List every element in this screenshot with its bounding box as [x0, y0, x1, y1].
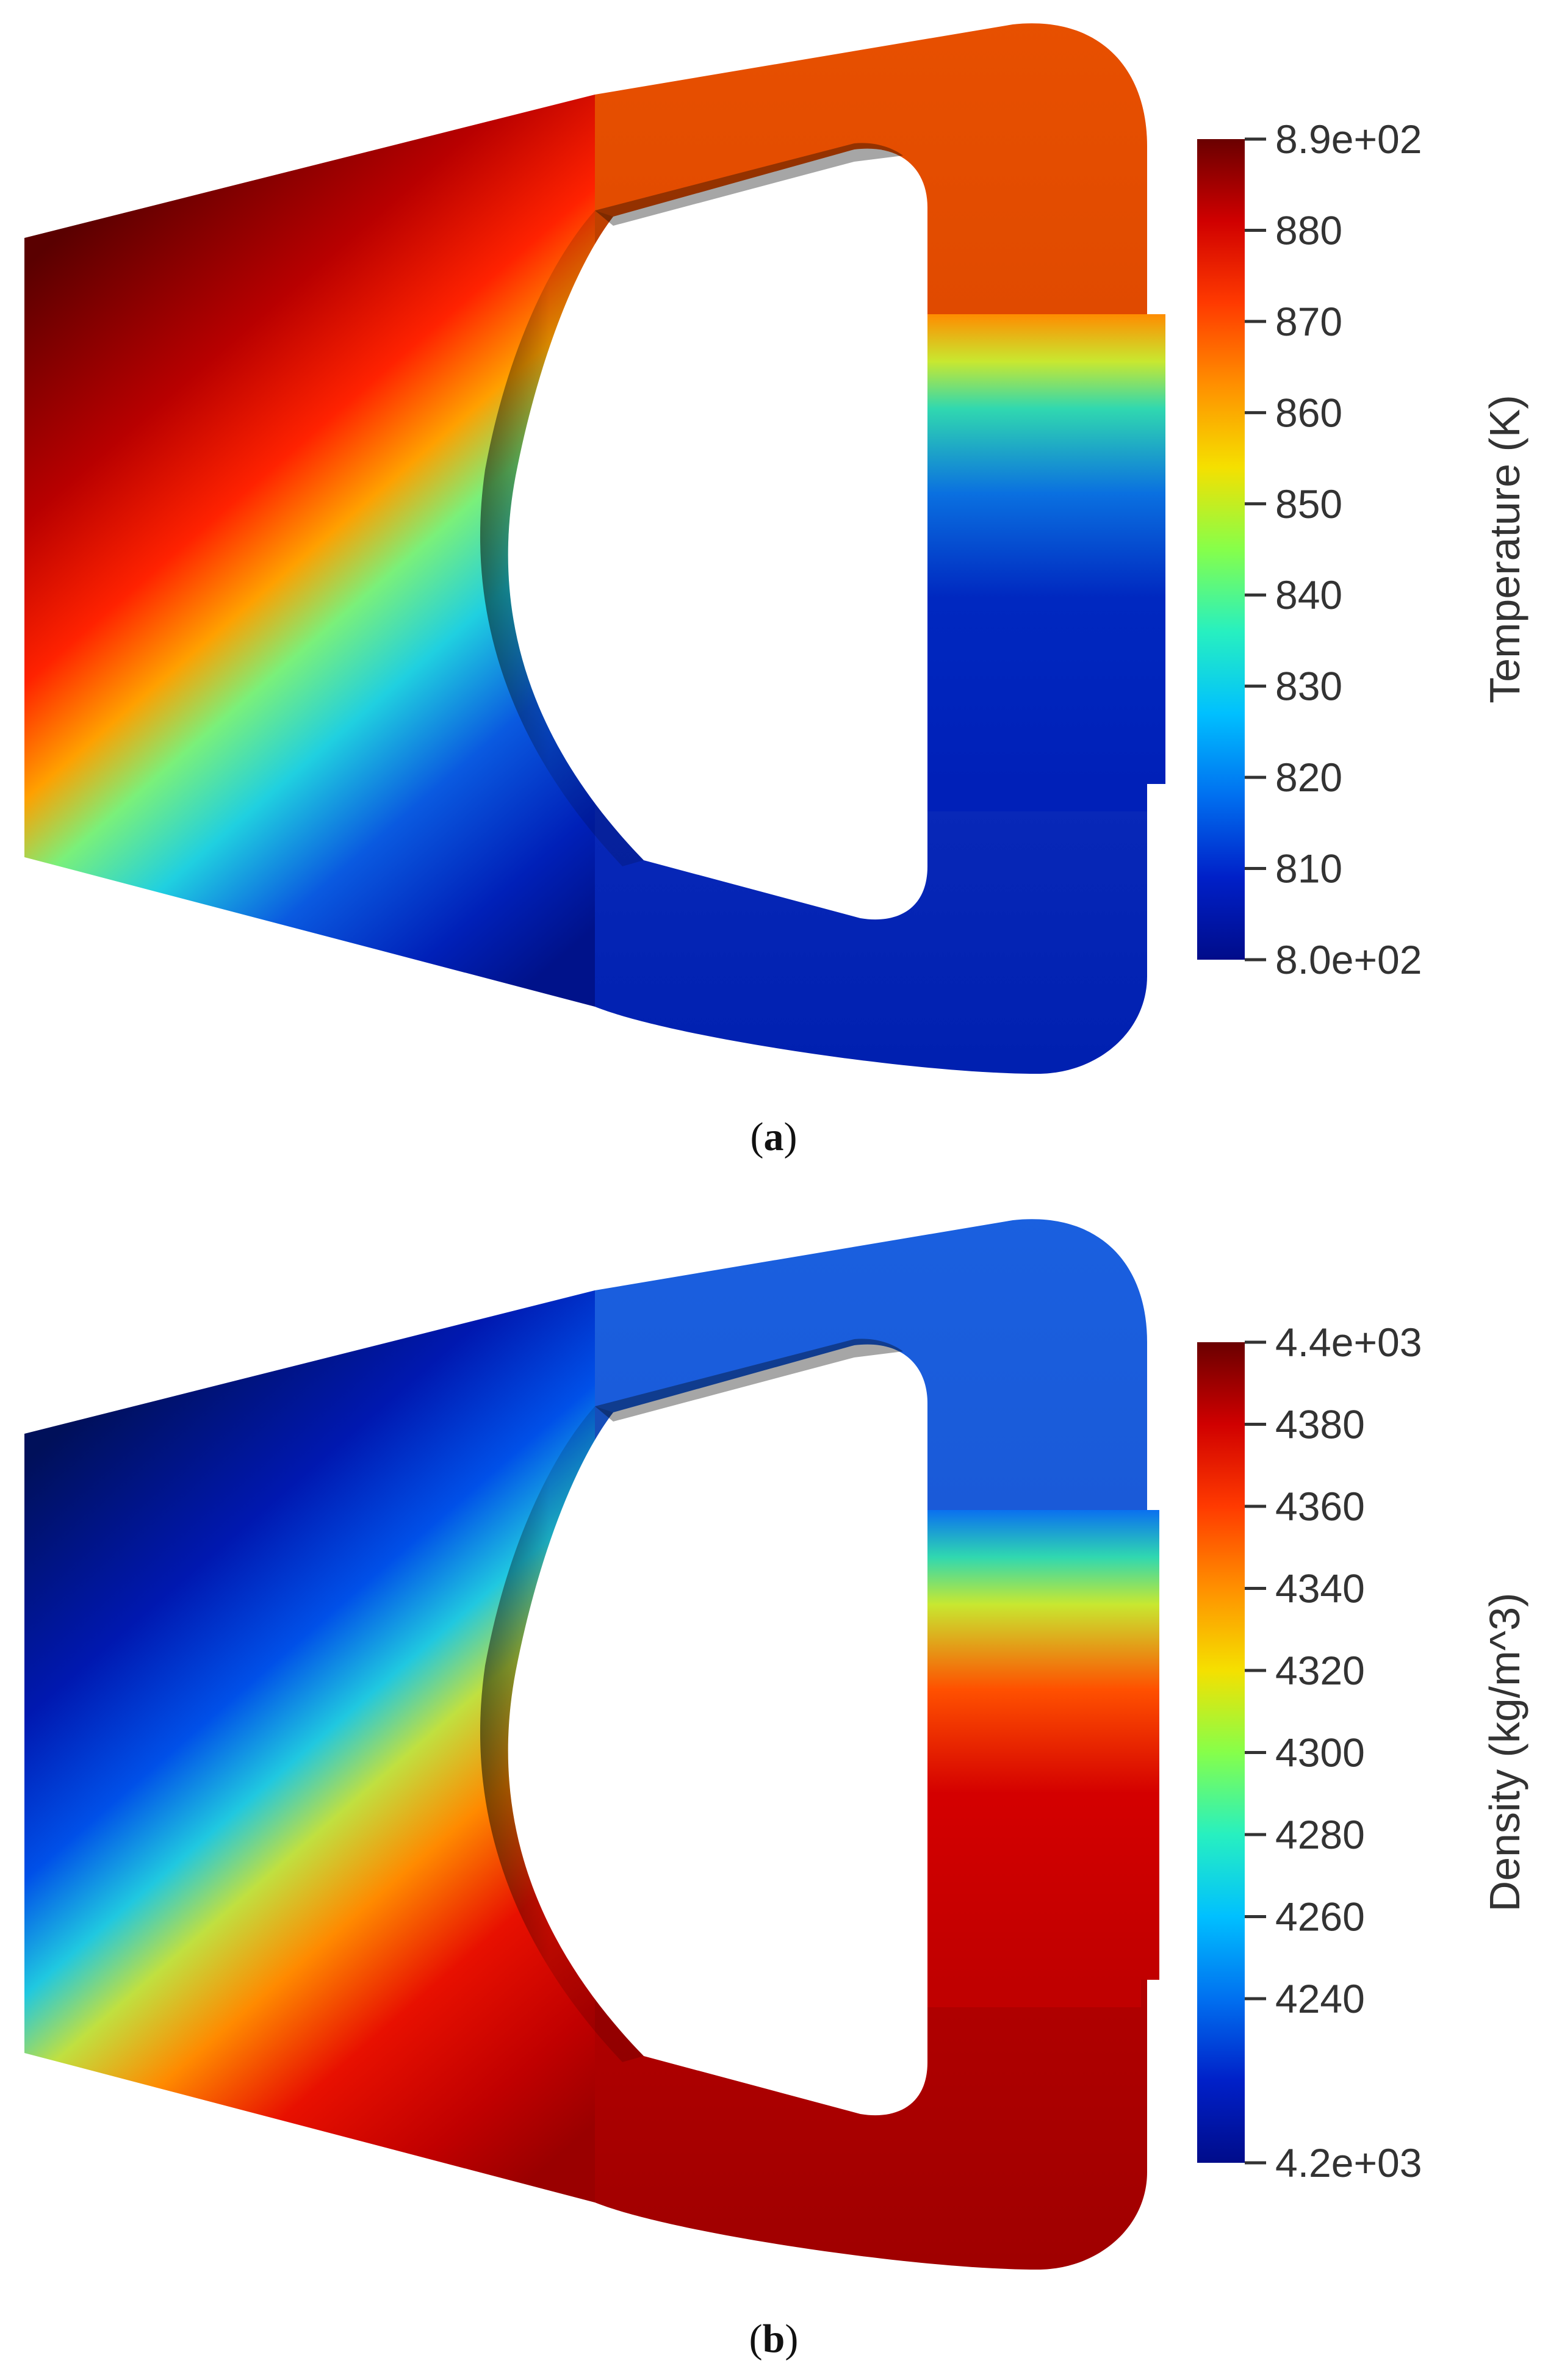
- temperature-cavity: [508, 148, 927, 920]
- temperature-left-wedge: [24, 95, 595, 1007]
- density-cavity-wall: [480, 1406, 644, 2062]
- temperature-inlet-strip: [912, 314, 1165, 811]
- caption-open-paren: (: [749, 2317, 763, 2361]
- density-inlet-strip: [906, 1510, 1159, 2007]
- colorbar-tick-label: 4320: [1275, 1648, 1365, 1693]
- colorbar-tick-label: 4280: [1275, 1812, 1365, 1857]
- caption-letter: a: [764, 1115, 784, 1159]
- colorbar-tick-label: 4380: [1275, 1402, 1365, 1447]
- density-colorbar-bar: [1197, 1342, 1245, 2163]
- caption-close-paren: ): [785, 2317, 798, 2361]
- temperature-colorbar-title: Temperature (K): [1481, 395, 1528, 703]
- colorbar-tick-label: 870: [1275, 299, 1342, 344]
- density-cavity-top-wall: [595, 1339, 903, 1422]
- caption-close-paren: ): [784, 1115, 797, 1159]
- colorbar-tick-label: 820: [1275, 755, 1342, 800]
- density-colorbar-ticks: 4.4e+03 4380 4360 4340 4320 4300 4280 4260 4240 4…: [1245, 1320, 1422, 2185]
- density-colorbar: 4.4e+03 4380 4360 4340 4320 4300 4280 4260 4240 4…: [1197, 1320, 1528, 2185]
- density-left-wedge: [24, 1290, 595, 2202]
- temperature-cavity-top-wall: [595, 143, 903, 226]
- temperature-colorbar-ticks: 8.9e+02 880 870 860 850 840 830 820 810 8.0e+02: [1245, 117, 1422, 982]
- caption-open-paren: (: [751, 1115, 764, 1159]
- colorbar-tick-label: 830: [1275, 664, 1342, 709]
- density-colorbar-title: Density (kg/m^3): [1481, 1593, 1528, 1912]
- colorbar-tick-label: 840: [1275, 572, 1342, 617]
- colorbar-tick-label: 4240: [1275, 1976, 1365, 2021]
- temperature-panel: 8.9e+02 880 870 860 850 840 830 820 810 8.0e+02 T…: [24, 23, 1528, 1159]
- colorbar-tick-label: 4.2e+03: [1275, 2140, 1422, 2185]
- temperature-colorbar-bar: [1197, 139, 1245, 960]
- colorbar-tick-label: 4300: [1275, 1730, 1365, 1775]
- colorbar-tick-label: 4260: [1275, 1894, 1365, 1940]
- colorbar-tick-label: 4360: [1275, 1484, 1365, 1529]
- caption-letter: b: [763, 2317, 785, 2361]
- colorbar-tick-label: 850: [1275, 481, 1342, 527]
- density-contour-plot: [24, 1219, 1159, 2270]
- colorbar-tick-label: 8.0e+02: [1275, 937, 1422, 982]
- temperature-cavity-wall: [480, 210, 644, 866]
- density-cavity: [508, 1344, 927, 2116]
- density-panel: 4.4e+03 4380 4360 4340 4320 4300 4280 4260 4240 4…: [24, 1219, 1528, 2361]
- colorbar-tick-label: 8.9e+02: [1275, 117, 1422, 162]
- colorbar-tick-label: 860: [1275, 390, 1342, 435]
- colorbar-tick-label: 4.4e+03: [1275, 1320, 1422, 1365]
- temperature-colorbar: 8.9e+02 880 870 860 850 840 830 820 810 8.0e+02 T…: [1197, 117, 1528, 982]
- colorbar-tick-label: 4340: [1275, 1566, 1365, 1611]
- temperature-contour-plot: [24, 23, 1165, 1074]
- density-panel-caption: (b): [749, 2317, 799, 2361]
- colorbar-tick-label: 880: [1275, 207, 1342, 253]
- colorbar-tick-label: 810: [1275, 846, 1342, 891]
- temperature-panel-caption: (a): [751, 1115, 797, 1159]
